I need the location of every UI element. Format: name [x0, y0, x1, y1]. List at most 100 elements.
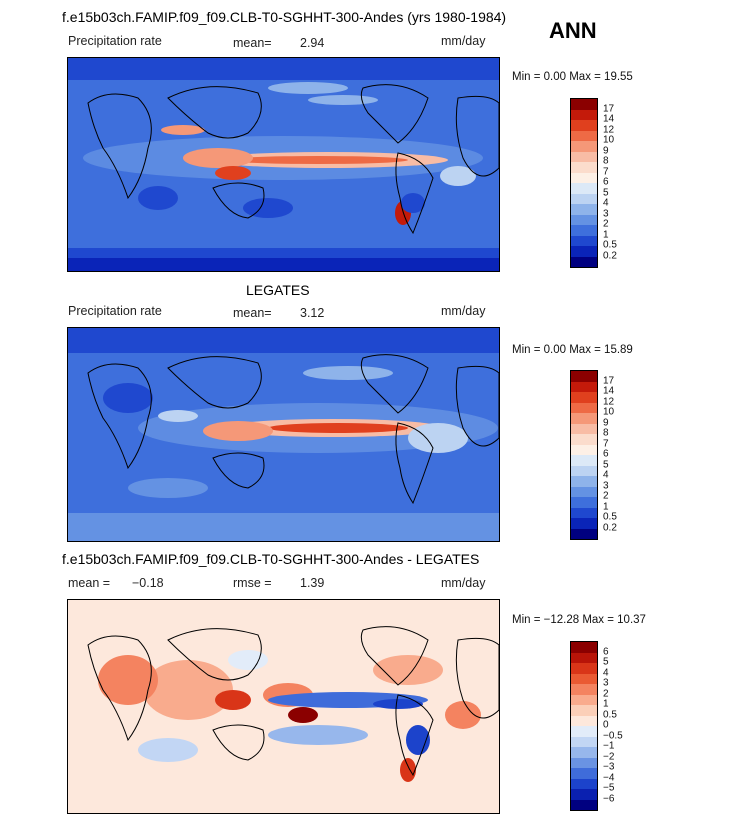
panel3-colorbar	[570, 641, 598, 811]
colorbar-segment	[571, 246, 597, 257]
panel1-map	[67, 57, 500, 272]
colorbar-segment	[571, 225, 597, 236]
panel2-mean-label: mean=	[233, 306, 272, 320]
colorbar-segment	[571, 768, 597, 779]
colorbar-tick-label: 6	[603, 448, 609, 460]
colorbar-segment	[571, 235, 597, 246]
colorbar-tick-label: 5	[603, 187, 609, 198]
colorbar-tick-label: 1	[603, 501, 609, 512]
colorbar-tick-label: −0.5	[603, 730, 623, 741]
colorbar-segment	[571, 130, 597, 141]
panel2-mean-value: 3.12	[300, 306, 325, 320]
colorbar-segment	[571, 214, 597, 225]
panel3-mean-value: −0.18	[132, 576, 164, 590]
colorbar-segment	[571, 684, 597, 695]
colorbar-segment	[571, 151, 597, 162]
main-title: f.e15b03ch.FAMIP.f09_f09.CLB-T0-SGHHT-30…	[62, 9, 507, 25]
colorbar-segment	[571, 423, 597, 434]
colorbar-segment	[571, 183, 597, 194]
colorbar-segment	[571, 642, 597, 653]
panel1-mean-label: mean=	[233, 36, 272, 50]
colorbar-tick-label: 12	[603, 124, 615, 135]
colorbar-segment	[571, 465, 597, 476]
colorbar-segment	[571, 434, 597, 445]
colorbar-tick-label: 0.5	[603, 511, 617, 523]
panel2-variable-label: Precipitation rate	[68, 304, 162, 318]
panel2-colorbar	[570, 370, 598, 540]
colorbar-tick-label: 10	[603, 406, 615, 418]
season-label: ANN	[549, 18, 597, 43]
colorbar-tick-label: 0.5	[603, 709, 617, 720]
colorbar-segment	[571, 371, 597, 382]
colorbar-tick-label: 2	[603, 688, 609, 699]
panel1-units: mm/day	[441, 34, 486, 48]
colorbar-segment	[571, 497, 597, 508]
colorbar-tick-label: 4	[603, 197, 609, 209]
panel1-variable-label: Precipitation rate	[68, 34, 162, 48]
panel1-colorbar	[570, 98, 598, 268]
panel2-units: mm/day	[441, 304, 486, 318]
colorbar-tick-label: 1	[603, 698, 609, 710]
panel2-min-max: Min = 0.00 Max = 15.89	[512, 344, 633, 356]
colorbar-segment	[571, 736, 597, 747]
colorbar-tick-label: 2	[603, 490, 609, 502]
colorbar-segment	[571, 757, 597, 768]
colorbar-tick-label: 4	[603, 667, 609, 678]
colorbar-tick-label: 6	[603, 176, 609, 188]
colorbar-tick-label: 1	[603, 229, 609, 240]
panel3-min-max: Min = −12.28 Max = 10.37	[512, 614, 646, 626]
colorbar-segment	[571, 444, 597, 455]
colorbar-tick-label: 7	[603, 166, 609, 177]
colorbar-tick-label: 3	[603, 208, 609, 219]
colorbar-tick-label: 7	[603, 438, 609, 449]
panel3-rmse-label: rmse =	[233, 576, 272, 590]
colorbar-segment	[571, 789, 597, 800]
panel1-min-max: Min = 0.00 Max = 19.55	[512, 71, 633, 83]
colorbar-segment	[571, 162, 597, 173]
panel3-units: mm/day	[441, 576, 486, 590]
colorbar-segment	[571, 673, 597, 684]
colorbar-tick-label: −3	[603, 761, 615, 773]
colorbar-segment	[571, 694, 597, 705]
colorbar-segment	[571, 726, 597, 737]
colorbar-tick-label: 3	[603, 480, 609, 491]
colorbar-tick-label: 4	[603, 469, 609, 481]
colorbar-tick-label: 9	[603, 417, 609, 428]
colorbar-tick-label: −6	[603, 793, 615, 804]
colorbar-tick-label: 14	[603, 385, 615, 397]
colorbar-tick-label: −5	[603, 782, 615, 794]
colorbar-segment	[571, 204, 597, 215]
colorbar-tick-label: 17	[603, 103, 615, 114]
colorbar-tick-label: 8	[603, 155, 609, 167]
panel3-title: f.e15b03ch.FAMIP.f09_f09.CLB-T0-SGHHT-30…	[62, 551, 480, 567]
panel1-mean-value: 2.94	[300, 36, 325, 50]
colorbar-tick-label: −1	[603, 740, 615, 752]
colorbar-tick-label: 10	[603, 134, 615, 146]
colorbar-segment	[571, 476, 597, 487]
colorbar-segment	[571, 705, 597, 716]
colorbar-segment	[571, 120, 597, 131]
colorbar-tick-label: 14	[603, 113, 615, 125]
colorbar-segment	[571, 652, 597, 663]
colorbar-tick-label: 0.2	[603, 250, 617, 261]
colorbar-segment	[571, 413, 597, 424]
colorbar-segment	[571, 193, 597, 204]
colorbar-segment	[571, 392, 597, 403]
colorbar-segment	[571, 381, 597, 392]
colorbar-tick-label: −4	[603, 772, 615, 783]
colorbar-tick-label: 8	[603, 427, 609, 439]
colorbar-tick-label: 12	[603, 396, 615, 407]
panel2-map	[67, 327, 500, 542]
colorbar-tick-label: 0.2	[603, 522, 617, 533]
colorbar-segment	[571, 402, 597, 413]
colorbar-segment	[571, 256, 597, 267]
colorbar-tick-label: 9	[603, 145, 609, 156]
colorbar-segment	[571, 518, 597, 529]
colorbar-tick-label: 0	[603, 719, 609, 731]
colorbar-segment	[571, 507, 597, 518]
colorbar-segment	[571, 99, 597, 110]
colorbar-tick-label: 17	[603, 375, 615, 386]
colorbar-segment	[571, 528, 597, 539]
panel2-title: LEGATES	[246, 282, 310, 298]
